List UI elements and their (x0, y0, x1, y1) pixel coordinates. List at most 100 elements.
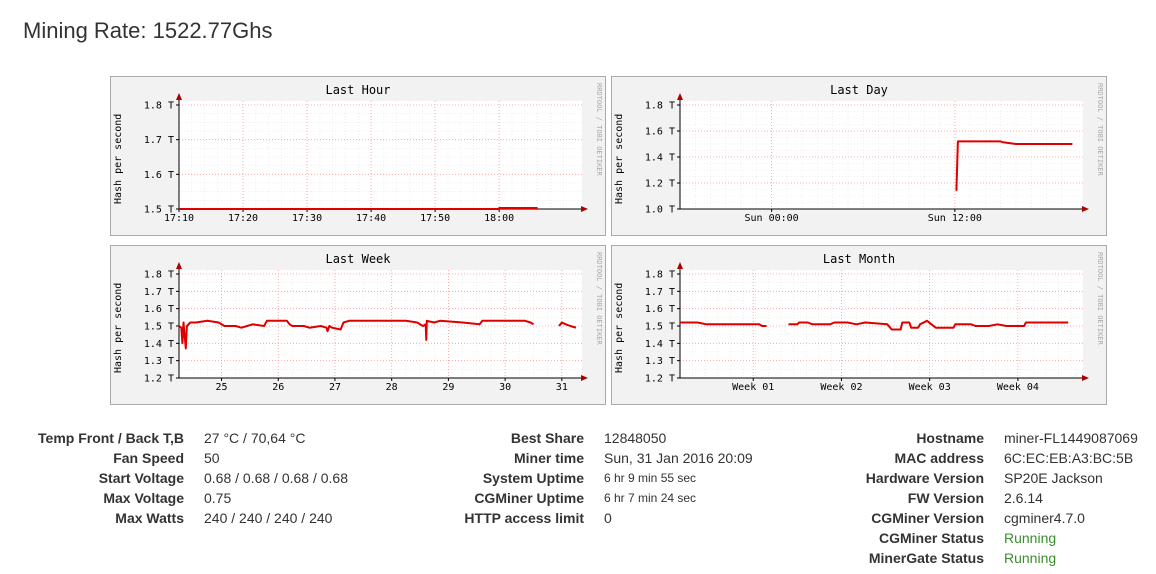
x-tick-label: Week 04 (997, 382, 1039, 393)
y-tick-label: 1.4 T (645, 153, 675, 164)
hashrate-series-line (680, 321, 767, 327)
y-tick-label: 1.3 T (645, 356, 675, 367)
x-tick-label: Week 03 (909, 382, 951, 393)
x-tick-label: Sun 12:00 (928, 213, 982, 224)
stat-value: 240 / 240 / 240 / 240 (204, 510, 333, 526)
stat-value: 0.75 (204, 490, 232, 506)
hashrate-series-line (178, 319, 535, 350)
cgminer-status-badge: Running (1004, 530, 1057, 546)
stat-row: HTTP access limit 0 (420, 508, 753, 528)
stat-label: Hostname (916, 430, 984, 446)
y-tick-label: 1.7 T (144, 287, 174, 298)
stat-label: HTTP access limit (464, 510, 584, 526)
graph-last-week: Last Week Hash per second RRDTOOL / TOBI… (110, 245, 606, 405)
plot-area (680, 101, 1083, 209)
y-tick-label: 1.5 T (645, 322, 675, 333)
y-axis-arrow (176, 93, 182, 100)
y-tick-label: 1.4 T (144, 339, 174, 350)
x-tick-label: Week 01 (732, 382, 774, 393)
stats-table: Temp Front / Back T,B 27 °C / 70,64 °C Fa… (0, 428, 348, 528)
x-tick-label: Week 02 (820, 382, 862, 393)
x-axis-arrow (581, 206, 588, 212)
y-tick-label: 1.0 T (645, 205, 675, 216)
minergate-status-badge: Running (1004, 550, 1057, 566)
y-tick-label: 1.8 T (144, 101, 174, 112)
stats-system: Hostname miner-FL1449087069 MAC address 6C… (820, 428, 1156, 568)
stat-row: Hardware Version SP20E Jackson (820, 468, 1138, 488)
chart-last-hour: 17:10 17:20 17:30 17:40 17:50 18:00 1.5 T 1.6 T… (144, 93, 588, 224)
rrdtool-watermark: RRDTOOL / TOBI OETIKER (595, 252, 603, 345)
stat-label: Temp Front / Back T,B (38, 430, 184, 446)
hashrate-series-line (179, 207, 538, 210)
stat-label: CGMiner Uptime (474, 490, 584, 506)
stat-row: Max Watts 240 / 240 / 240 / 240 (0, 508, 348, 528)
stat-row: Max Voltage 0.75 (0, 488, 348, 508)
y-tick-label: 1.6 T (645, 304, 675, 315)
stat-value: 6C:EC:EB:A3:BC:5B (1004, 450, 1134, 466)
stat-value: 0.68 / 0.68 / 0.68 / 0.68 (204, 470, 348, 486)
stat-value: 12848050 (604, 430, 667, 446)
page-title: Mining Rate: 1522.77Ghs (23, 18, 273, 43)
x-tick-label: 17:50 (420, 213, 450, 224)
stat-row: CGMiner Status Running (820, 528, 1138, 548)
y-tick-label: 1.2 T (645, 179, 675, 190)
plot-area (179, 101, 582, 209)
stat-label: Hardware Version (865, 470, 984, 486)
stat-label: CGMiner Version (871, 510, 984, 526)
stat-value: SP20E Jackson (1004, 470, 1103, 486)
stat-value: cgminer4.7.0 (1004, 510, 1085, 526)
stat-value: 50 (204, 450, 220, 466)
chart-last-week: 25 26 27 28 29 30 31 1.2 T 1.3 T 1.4 T 1.5 T 1.6 T 1… (144, 262, 588, 393)
stat-label: MAC address (894, 450, 984, 466)
stat-row: Hostname miner-FL1449087069 (820, 428, 1138, 448)
hashrate-series-line (558, 321, 577, 329)
stat-row: System Uptime 6 hr 9 min 55 sec (420, 468, 753, 488)
y-tick-label: 1.6 T (645, 127, 675, 138)
stat-label: FW Version (907, 490, 984, 506)
stat-row: Fan Speed 50 (0, 448, 348, 468)
x-tick-label: 17:40 (356, 213, 386, 224)
rrdtool-watermark: RRDTOOL / TOBI OETIKER (1096, 252, 1104, 345)
stat-label: Fan Speed (113, 450, 184, 466)
graph-last-day: Last Day Hash per second RRDTOOL / TOBI … (611, 76, 1107, 236)
chart-last-day: Sun 00:00 Sun 12:00 1.0 T 1.2 T 1.4 T 1.6 T 1.… (645, 93, 1089, 224)
x-tick-label: 25 (216, 382, 228, 393)
y-axis-arrow (677, 93, 683, 100)
stat-row: CGMiner Version cgminer4.7.0 (820, 508, 1138, 528)
stats-runtime: Best Share 12848050 Miner time Sun, 31 Jan… (420, 428, 760, 528)
y-tick-label: 1.7 T (645, 287, 675, 298)
x-tick-label: 26 (272, 382, 284, 393)
y-axis-arrow (677, 262, 683, 269)
stat-value: 6 hr 9 min 55 sec (604, 471, 697, 485)
stat-label: System Uptime (482, 470, 584, 486)
stat-value: 2.6.14 (1004, 490, 1043, 506)
y-tick-label: 1.8 T (645, 270, 675, 281)
hashrate-series-line (955, 140, 1073, 191)
y-tick-label: 1.2 T (645, 374, 675, 385)
stat-row: MinerGate Status Running (820, 548, 1138, 568)
x-axis-arrow (1082, 206, 1089, 212)
graph-title: Last Week (325, 252, 391, 266)
stat-label: Best Share (510, 430, 584, 446)
stat-value: 6 hr 7 min 24 sec (604, 491, 697, 505)
y-tick-label: 1.6 T (144, 304, 174, 315)
stat-label: CGMiner Status (878, 530, 984, 546)
x-tick-label: 31 (556, 382, 568, 393)
x-tick-label: Sun 00:00 (745, 213, 799, 224)
graph-title: Last Hour (325, 83, 391, 97)
y-tick-label: 1.5 T (144, 205, 174, 216)
x-tick-label: 18:00 (484, 213, 514, 224)
x-tick-label: 29 (442, 382, 454, 393)
stat-row: CGMiner Uptime 6 hr 7 min 24 sec (420, 488, 753, 508)
y-tick-label: 1.3 T (144, 356, 174, 367)
x-tick-label: 28 (386, 382, 398, 393)
x-tick-label: 17:20 (228, 213, 258, 224)
y-tick-label: 1.5 T (144, 322, 174, 333)
graph-last-hour: Last Hour Hash per second RRDTOOL / TOBI… (110, 76, 606, 236)
stat-label: MinerGate Status (868, 550, 984, 566)
stat-row: Miner time Sun, 31 Jan 2016 20:09 (420, 448, 753, 468)
hashrate-series-line (788, 319, 1069, 331)
stat-row: Best Share 12848050 (420, 428, 753, 448)
stat-row: FW Version 2.6.14 (820, 488, 1138, 508)
plot-area (179, 270, 582, 378)
